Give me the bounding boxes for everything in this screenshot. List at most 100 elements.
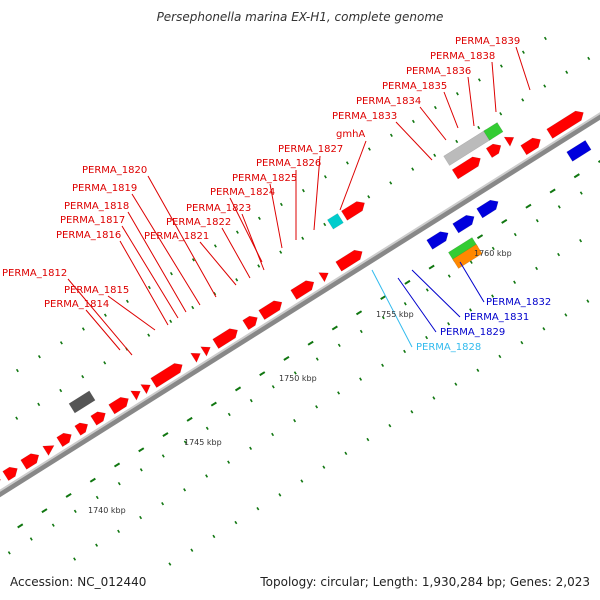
tick-label-1750: 1750 kbp [279, 374, 317, 383]
guide-dot [520, 340, 524, 345]
tick-mark [597, 158, 600, 163]
guide-dot [117, 481, 121, 486]
guide-dot [455, 92, 459, 96]
guide-dot [323, 222, 327, 227]
guide-dot [447, 322, 451, 326]
guide-dot [477, 125, 481, 130]
guide-dot [279, 250, 283, 254]
guide-dot [191, 305, 195, 310]
guide-dot [161, 454, 165, 458]
guide-dot [103, 361, 107, 365]
tick-mark [186, 416, 193, 422]
guide-dot [337, 343, 341, 347]
guide-dot [469, 308, 473, 312]
tick-mark [138, 447, 145, 453]
gene-feature [200, 346, 211, 357]
gene-feature [130, 390, 141, 401]
tick-mark [501, 218, 508, 224]
leader-line [515, 46, 531, 91]
guide-dot [521, 50, 525, 54]
guide-dot [367, 147, 371, 151]
tick-mark [307, 340, 314, 346]
tick-mark [234, 386, 242, 392]
gene-label-perma-1814: PERMA_1814 [44, 299, 109, 310]
guide-dot [586, 299, 590, 303]
tick-marks [17, 158, 600, 529]
gene-feature [503, 136, 515, 147]
guide-dot [322, 465, 326, 469]
genome-title: Persephonella marina EX-H1, complete gen… [156, 10, 444, 24]
leader-line [491, 61, 497, 113]
leader-line [443, 91, 459, 129]
tick-mark [404, 279, 411, 285]
gene-feature [56, 432, 72, 448]
guide-dot [323, 175, 327, 179]
guide-dot [315, 357, 319, 361]
guide-dot [513, 232, 517, 237]
gene-feature [546, 110, 584, 139]
genome-backbone-highlight [0, 112, 600, 492]
leader-line [67, 278, 133, 356]
guide-dot [95, 495, 99, 500]
accession-text: Accession: NC_012440 [10, 575, 147, 589]
guide-dot [190, 548, 194, 552]
guide-dot [103, 313, 107, 317]
guide-dot [389, 181, 393, 185]
guide-dot [227, 460, 231, 464]
guide-dot [293, 371, 297, 375]
guide-dot [301, 236, 305, 241]
gene-feature [426, 231, 449, 250]
gene-features [0, 110, 592, 492]
leader-line [371, 269, 413, 348]
gene-feature [212, 328, 238, 349]
gene-feature [476, 199, 499, 219]
guide-dot [249, 398, 253, 403]
gene-label-perma-1825: PERMA_1825 [232, 173, 297, 184]
gene-feature [68, 390, 96, 414]
guide-dot [95, 543, 99, 547]
leader-line [147, 175, 217, 298]
guide-dot [256, 507, 260, 511]
guide-dot [491, 294, 495, 298]
gene-label-perma-1834: PERMA_1834 [356, 96, 421, 107]
tick-mark [283, 355, 290, 361]
leader-line [221, 227, 251, 279]
gene-label-perma-1817: PERMA_1817 [60, 215, 125, 226]
guide-dot [15, 368, 19, 373]
guide-dot [59, 388, 63, 393]
gene-feature [566, 139, 592, 162]
guide-dot [403, 302, 407, 306]
gene-label-perma-1828: PERMA_1828 [416, 342, 481, 353]
guide-dot [81, 327, 85, 331]
gene-feature [451, 156, 481, 180]
gene-label-perma-1822: PERMA_1822 [166, 217, 231, 228]
guide-dot [235, 230, 239, 234]
genome-summary-text: Topology: circular; Length: 1,930,284 bp… [260, 575, 590, 589]
leader-line [395, 121, 433, 161]
tick-mark [525, 203, 532, 209]
gene-feature [341, 201, 365, 221]
guide-dot [301, 188, 305, 193]
guide-dot [213, 244, 217, 248]
tick-mark [210, 401, 217, 407]
guide-dot [51, 523, 55, 527]
guide-dot [476, 368, 480, 373]
gene-label-perma-1836: PERMA_1836 [406, 66, 471, 77]
gene-label-perma-1818: PERMA_1818 [64, 201, 129, 212]
gene-feature [190, 352, 201, 363]
guide-dot [183, 488, 187, 492]
guide-dot [169, 319, 173, 324]
gene-label-perma-1821: PERMA_1821 [144, 231, 209, 242]
guide-dot [388, 423, 392, 428]
leader-line [131, 193, 201, 306]
guide-dot [212, 534, 216, 539]
tick-mark [17, 523, 24, 529]
tick-mark [65, 492, 72, 498]
guide-dot [557, 205, 561, 209]
gene-label-perma-1820: PERMA_1820 [82, 165, 147, 176]
guide-dot [425, 288, 429, 292]
guide-dot [125, 299, 129, 304]
tick-label-1755: 1755 kbp [376, 310, 414, 319]
genome-backbone [0, 112, 600, 498]
